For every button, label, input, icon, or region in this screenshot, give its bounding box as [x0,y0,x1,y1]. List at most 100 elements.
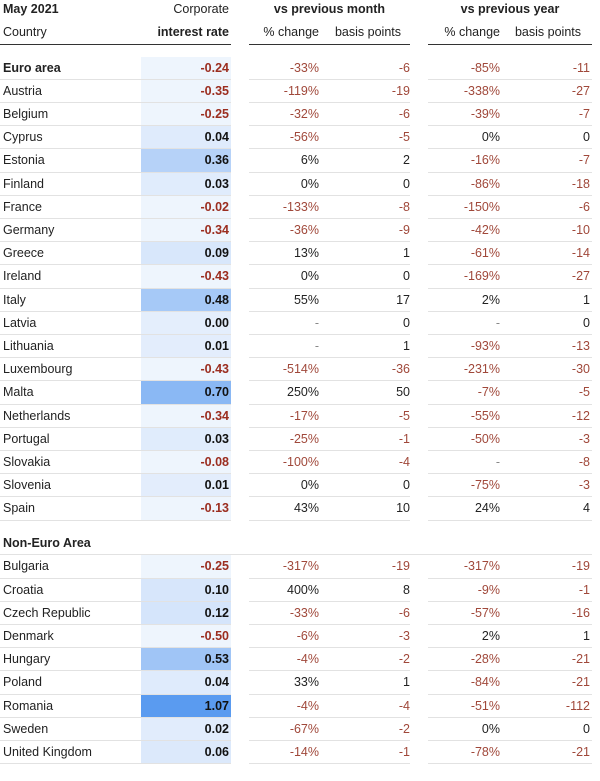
basis-points: -4 [398,698,410,713]
basis-points: -36 [391,362,410,377]
interest-rate: -0.13 [200,501,230,516]
pct-change: 43% [293,501,319,516]
interest-rate: -0.34 [200,222,230,237]
row-line [428,519,592,521]
basis-points: 0 [583,130,590,145]
row-line [428,264,592,266]
pct-change: 2% [481,292,500,307]
interest-rate: -0.24 [200,60,230,75]
interest-rate: 0.01 [204,338,229,353]
row-line [428,357,592,359]
col-head: interest rate [157,25,229,39]
row-line [428,670,592,672]
row-line [249,403,410,405]
pct-change: 0% [300,478,319,493]
row-line [249,380,410,382]
basis-points: -8 [578,454,590,469]
interest-rate: 0.00 [204,315,229,330]
rate-bg [141,474,231,498]
basis-points: -9 [398,222,410,237]
country: Estonia [3,153,45,168]
row-line [428,78,592,80]
basis-points: -12 [571,408,590,423]
basis-points: -21 [571,744,590,759]
col-head: Corporate [173,2,229,16]
basis-points: 1 [403,675,410,690]
pct-change: -7% [477,385,500,400]
row-line [428,194,592,196]
basis-points: -5 [398,130,410,145]
row-line [428,577,592,579]
col-head: % change [444,25,500,39]
interest-rate: -0.43 [200,269,230,284]
row-line [249,519,410,521]
col-head: basis points [334,25,401,39]
row-line [249,125,410,127]
country: Latvia [3,315,37,330]
row-line [0,623,231,625]
row-line [0,264,231,266]
pct-change: -17% [289,408,319,423]
row-line [0,693,231,695]
pct-change: -14% [289,744,319,759]
pct-change: -25% [289,431,319,446]
row-line [0,148,231,150]
basis-points: -112 [565,698,590,713]
row-line [428,333,592,335]
country: Poland [3,675,42,690]
rate-bg [141,648,231,672]
country: Sweden [3,721,49,736]
basis-points: -4 [398,454,410,469]
interest-rate: -0.34 [200,408,230,423]
basis-points: -1 [398,744,410,759]
row-line [0,496,231,498]
country: Slovakia [3,454,51,469]
basis-points: -8 [398,199,410,214]
rate-bg [141,102,231,127]
country: Cyprus [3,130,43,145]
row-line [428,426,592,428]
basis-points: -10 [571,222,590,237]
pct-change: -32% [289,106,319,121]
country: Czech Republic [3,605,91,620]
pct-change: 0% [481,130,500,145]
interest-rate: 0.06 [204,744,229,759]
row-line [249,287,410,289]
row-line [0,357,231,359]
row-line [0,426,231,428]
pct-change: -51% [470,698,500,713]
row-line [249,333,410,335]
pct-change: -119% [283,83,319,98]
rate-bg [141,242,231,266]
row-line [0,333,231,335]
basis-points: -5 [398,408,410,423]
rate-bg [141,717,231,741]
row-line [428,380,592,382]
interest-rate: 0.12 [204,605,229,620]
col-group: vs previous month [273,2,386,16]
country: Portugal [3,431,50,446]
basis-points: 17 [396,292,410,307]
row-line [249,426,410,428]
row-line [428,763,592,765]
country: Slovenia [3,478,51,493]
rate-bg [141,79,231,103]
interest-rate: 0.02 [204,721,229,736]
pct-change: -78% [470,744,500,759]
basis-points: -16 [571,605,590,620]
row-line [428,693,592,695]
interest-rate: 0.04 [204,130,229,145]
row-line [428,217,592,219]
row-line [0,600,231,602]
row-line [249,496,410,498]
country: Luxembourg [3,362,73,377]
row-line [428,623,592,625]
basis-points: 4 [583,501,590,516]
pct-change: -42% [470,222,500,237]
interest-rate: 0.03 [204,431,229,446]
basis-points: 0 [403,269,410,284]
basis-points: -19 [391,83,410,98]
pct-change: -514% [282,362,319,377]
row-line [428,473,592,475]
